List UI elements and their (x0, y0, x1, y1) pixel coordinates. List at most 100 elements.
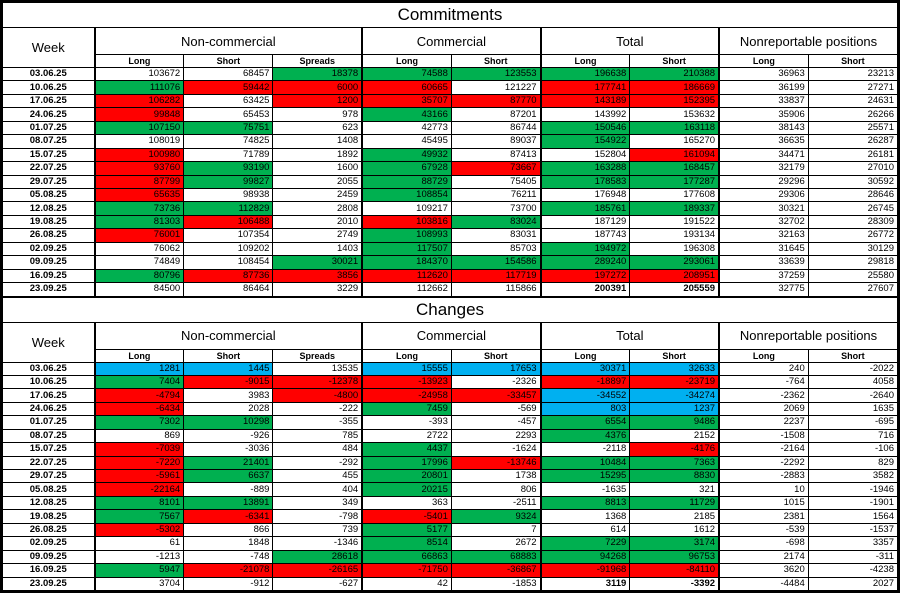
cell-total-long: 154922 (539, 134, 631, 149)
cell-c-short: 85703 (450, 241, 542, 257)
cell-nr-long: 35906 (718, 107, 809, 122)
table-row: 19.08.25 81303 106488 2010 103816 83024 187129… (2, 214, 899, 230)
cell-nr-long: -1508 (718, 428, 809, 444)
col-header-nr-short: Short (807, 54, 899, 68)
week-cell: 24.06.25 (2, 107, 95, 122)
column-group-noncommercial: Non-commercial (93, 27, 363, 55)
cell-nc-spreads: 6000 (272, 80, 363, 95)
week-cell: 03.06.25 (2, 361, 95, 376)
table-row: 08.07.25 108019 74825 1408 45495 89037 154922 1… (2, 134, 899, 149)
cell-nc-spreads: 28618 (272, 549, 363, 565)
cell-c-short: -457 (450, 415, 542, 430)
cell-total-short: 168457 (629, 161, 720, 176)
cell-nr-long: -2164 (718, 442, 809, 457)
col-header-nc-long: Long (93, 348, 185, 363)
cell-nr-short: 3582 (807, 468, 899, 484)
week-cell: 12.08.25 (2, 495, 95, 511)
cell-c-long: 35707 (361, 93, 452, 109)
cell-nc-long: 87799 (93, 174, 185, 189)
cell-total-short: 186669 (629, 80, 720, 95)
cell-c-short: 76211 (450, 187, 542, 203)
table-title-changes: Changes (2, 296, 898, 323)
changes-group-header: Week Non-commercial Commercial Total Non… (2, 321, 899, 363)
cell-total-short: 205559 (629, 282, 720, 297)
cell-c-long: 45495 (361, 134, 452, 149)
cell-total-short: 8830 (629, 468, 720, 484)
cell-nc-spreads: -627 (272, 576, 363, 591)
cell-nr-short: 27271 (807, 80, 899, 95)
cell-nc-long: 84500 (93, 282, 185, 297)
col-header-total-short: Short (629, 54, 720, 68)
cell-nc-spreads: 1892 (272, 147, 363, 163)
cell-c-short: 68883 (450, 549, 542, 565)
week-cell: 17.06.25 (2, 93, 95, 109)
col-header-total-long: Long (539, 348, 631, 363)
cell-nc-long: 108019 (93, 134, 185, 149)
cell-nc-short: 106488 (183, 214, 274, 230)
cell-nr-long: 3620 (718, 563, 809, 578)
week-cell: 02.09.25 (2, 241, 95, 257)
col-header-nc-long: Long (93, 54, 185, 68)
cell-nr-long: 29296 (718, 174, 809, 189)
week-cell: 23.09.25 (2, 576, 95, 591)
cell-total-short: -3392 (629, 576, 720, 591)
cell-nc-spreads: 623 (272, 120, 363, 136)
cell-c-long: 17996 (361, 455, 452, 471)
cell-c-long: 20801 (361, 468, 452, 484)
week-cell: 16.09.25 (2, 563, 95, 578)
cell-nr-short: 2027 (807, 576, 899, 591)
table-row: 17.06.25 106282 63425 1200 35707 87770 143189 1… (2, 93, 899, 109)
cell-nc-long: -7039 (93, 442, 185, 457)
cell-nc-spreads: 1600 (272, 161, 363, 176)
table-row: 22.07.25 -7220 21401 -292 17996 -13746 10484 73… (2, 455, 899, 471)
table-row: 24.06.25 99848 65453 978 43166 87201 143992 153… (2, 107, 899, 122)
cell-total-short: -34274 (629, 388, 720, 403)
week-cell: 19.08.25 (2, 214, 95, 230)
cell-nr-short: -106 (807, 442, 899, 457)
cell-c-short: 83024 (450, 214, 542, 230)
cell-c-long: 15555 (361, 361, 452, 376)
week-column-header: Week (2, 321, 95, 363)
cell-nr-short: 829 (807, 455, 899, 471)
cell-nc-short: 98938 (183, 187, 274, 203)
cell-nc-short: -912 (183, 576, 274, 591)
cell-nc-spreads: 2010 (272, 214, 363, 230)
cell-nc-short: 74825 (183, 134, 274, 149)
cell-c-short: 806 (450, 482, 542, 497)
cell-total-long: 143992 (539, 107, 631, 122)
cell-nr-long: -2292 (718, 455, 809, 471)
cell-nr-short: -4238 (807, 563, 899, 578)
cell-nr-short: 26287 (807, 134, 899, 149)
cell-total-long: 30371 (539, 361, 631, 376)
cell-total-short: 163118 (629, 120, 720, 136)
cell-c-short: 2293 (450, 428, 542, 444)
cell-nc-short: 13891 (183, 495, 274, 511)
cell-c-long: 49932 (361, 147, 452, 163)
cell-nr-short: 30129 (807, 241, 899, 257)
cell-nr-long: 32775 (718, 282, 809, 297)
week-column-header: Week (2, 27, 95, 68)
cell-nc-spreads: 13535 (272, 361, 363, 376)
cell-nc-short: 75751 (183, 120, 274, 136)
cell-total-long: 185761 (539, 201, 631, 216)
cell-total-long: 194972 (539, 241, 631, 257)
cell-total-long: 187129 (539, 214, 631, 230)
cell-nc-long: 93760 (93, 161, 185, 176)
cell-nr-long: 2069 (718, 401, 809, 417)
cell-total-long: 200391 (539, 282, 631, 297)
cell-total-short: -84110 (629, 563, 720, 578)
col-header-c-long: Long (361, 348, 452, 363)
week-cell: 17.06.25 (2, 388, 95, 403)
cell-c-long: 4437 (361, 442, 452, 457)
cell-nr-short: 23213 (807, 66, 899, 82)
cell-nc-long: 80796 (93, 268, 185, 284)
cell-nc-spreads: 1408 (272, 134, 363, 149)
week-cell: 12.08.25 (2, 201, 95, 216)
week-cell: 10.06.25 (2, 374, 95, 390)
cell-nc-spreads: -4800 (272, 388, 363, 403)
table-row: 16.09.25 5947 -21078 -26165 -71750 -36867 -919… (2, 563, 899, 578)
table-row: 09.09.25 -1213 -748 28618 66863 68883 94268 967… (2, 549, 899, 565)
cell-total-short: 177608 (629, 187, 720, 203)
cell-nr-short: 29818 (807, 255, 899, 270)
cell-nc-short: 108454 (183, 255, 274, 270)
